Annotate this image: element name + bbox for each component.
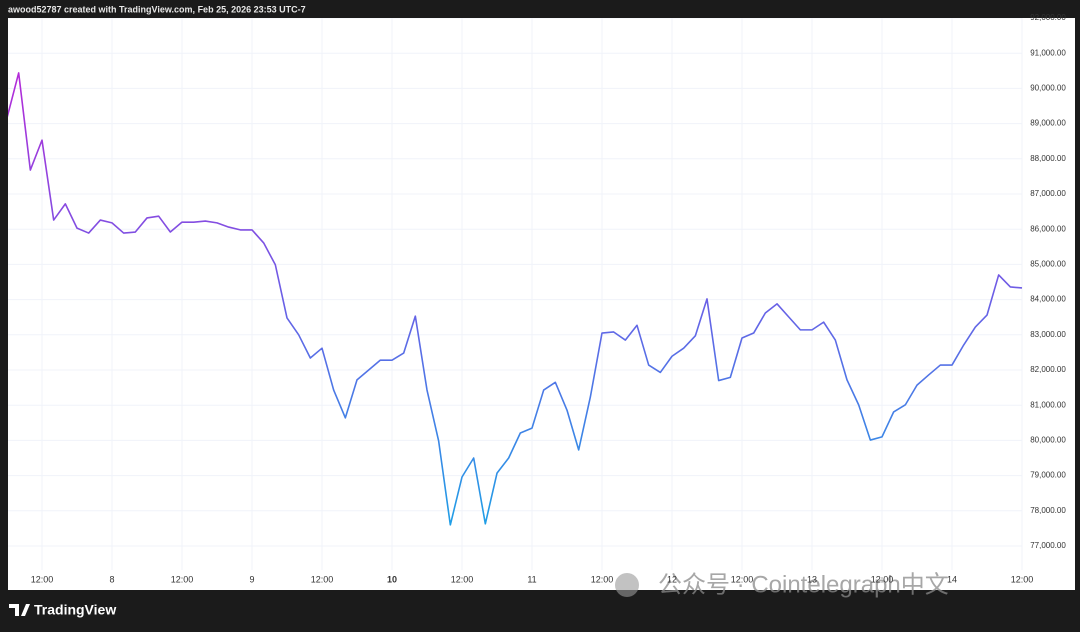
brand-text: TradingView <box>34 602 116 618</box>
watermark: 公众号 · Cointelegraph中文 <box>615 571 949 598</box>
y-tick-label: 79,000.00 <box>1030 471 1066 480</box>
x-tick-label: 10 <box>387 574 397 584</box>
y-tick-label: 86,000.00 <box>1030 224 1066 233</box>
x-tick-label: 11 <box>527 574 536 584</box>
plot-area <box>8 18 1075 590</box>
x-tick-label: 12:00 <box>311 574 334 584</box>
x-tick-label: 12:00 <box>731 574 754 584</box>
y-tick-label: 91,000.00 <box>1030 48 1066 57</box>
x-tick-label: 12:00 <box>591 574 614 584</box>
y-tick-label: 89,000.00 <box>1030 119 1066 128</box>
x-tick-label: 12:00 <box>171 574 194 584</box>
y-tick-label: 82,000.00 <box>1030 365 1066 374</box>
y-tick-label: 85,000.00 <box>1030 260 1066 269</box>
y-tick-label: 77,000.00 <box>1030 541 1066 550</box>
y-tick-label: 80,000.00 <box>1030 436 1066 445</box>
x-tick-label: 9 <box>249 574 254 584</box>
brand-logo <box>9 604 30 616</box>
watermark-icon <box>615 573 639 597</box>
x-tick-label: 12:00 <box>871 574 894 584</box>
x-tick-label: 13 <box>807 574 817 584</box>
price-line <box>8 72 1023 526</box>
x-tick-label: 8 <box>109 574 114 584</box>
x-tick-label: 12:00 <box>451 574 474 584</box>
y-tick-label: 88,000.00 <box>1030 154 1066 163</box>
y-tick-label: 92,000.00 <box>1030 13 1066 22</box>
x-tick-label: 12:00 <box>31 574 54 584</box>
x-tick-label: 12 <box>667 574 677 584</box>
y-tick-label: 87,000.00 <box>1030 189 1066 198</box>
x-tick-label: 14 <box>947 574 957 584</box>
header-text: awood52787 created with TradingView.com,… <box>8 4 306 14</box>
y-tick-label: 84,000.00 <box>1030 295 1066 304</box>
y-tick-label: 83,000.00 <box>1030 330 1066 339</box>
y-tick-label: 90,000.00 <box>1030 84 1066 93</box>
y-tick-label: 81,000.00 <box>1030 400 1066 409</box>
x-tick-label: 12:00 <box>1011 574 1034 584</box>
brand: TradingView <box>9 602 116 618</box>
y-tick-label: 78,000.00 <box>1030 506 1066 515</box>
watermark-text: 公众号 · Cointelegraph中文 <box>658 571 949 598</box>
